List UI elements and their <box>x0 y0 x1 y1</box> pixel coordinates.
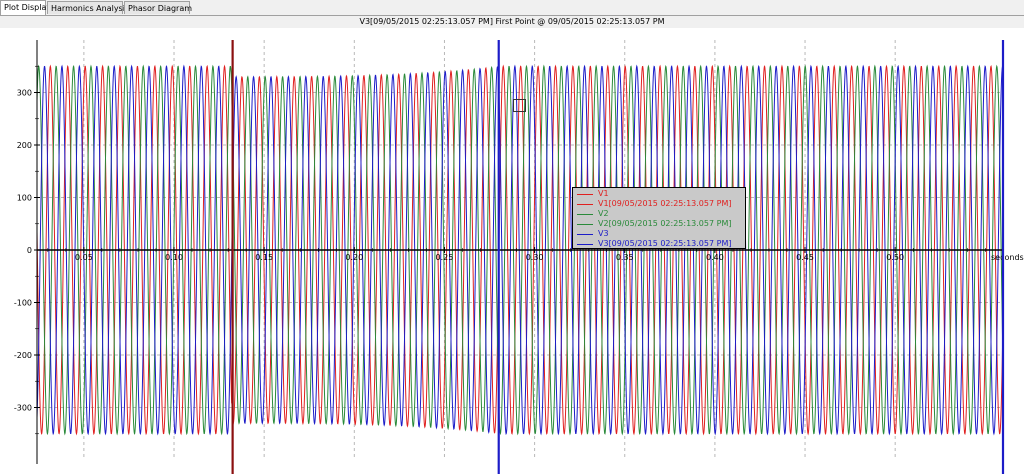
legend-item-v2: V2 <box>573 209 745 219</box>
x-tick-label: 0.30 <box>526 253 544 262</box>
x-tick-label: 0.40 <box>706 253 724 262</box>
tab-bar: Plot Display Harmonics Analysis Phasor D… <box>0 0 1024 16</box>
legend-swatch-v1 <box>577 194 593 195</box>
tab-plot-display[interactable]: Plot Display <box>0 0 51 15</box>
x-tick-label: 0.05 <box>75 253 93 262</box>
y-tick-label: 200 <box>17 141 32 150</box>
legend-item-v1: V1 <box>573 189 745 199</box>
x-tick-label: 0.15 <box>255 253 273 262</box>
y-tick-label: 300 <box>17 89 32 98</box>
x-tick-label: 0.50 <box>886 253 904 262</box>
legend-swatch-v1-timestamp <box>577 204 593 205</box>
legend-label: V2 <box>598 209 609 218</box>
x-tick-label: 0.45 <box>796 253 814 262</box>
legend-label: V1[09/05/2015 02:25:13.057 PM] <box>598 199 732 208</box>
y-tick-label: 100 <box>17 194 32 203</box>
legend[interactable]: V1 V1[09/05/2015 02:25:13.057 PM] V2 V2[… <box>572 187 746 249</box>
legend-swatch-v3 <box>577 234 593 235</box>
x-tick-label: 0.35 <box>616 253 634 262</box>
tab-phasor-diagram[interactable]: Phasor Diagram <box>124 1 192 14</box>
legend-label: V3 <box>598 229 609 238</box>
legend-label: V2[09/05/2015 02:25:13.057 PM] <box>598 219 732 228</box>
legend-item-v3-timestamp: V3[09/05/2015 02:25:13.057 PM] <box>573 239 745 249</box>
legend-swatch-v3-timestamp <box>577 244 593 245</box>
plot-area[interactable]: -300 -200 -100 0 100 200 300 0.05 0.10 0.15 0.20 0.… <box>0 28 1024 474</box>
zoom-box-marker[interactable] <box>513 99 526 112</box>
x-tick-label: 0.10 <box>165 253 183 262</box>
series-v3-line <box>36 64 1004 436</box>
x-tick-label: 0.20 <box>345 253 363 262</box>
legend-item-v3: V3 <box>573 229 745 239</box>
y-tick-label: 0 <box>27 246 32 255</box>
x-axis-label: seconds <box>991 253 1024 262</box>
legend-item-v1-timestamp: V1[09/05/2015 02:25:13.057 PM] <box>573 199 745 209</box>
y-tick-label: -300 <box>14 404 32 413</box>
x-tick-label: 0.25 <box>436 253 454 262</box>
plot-title: V3[09/05/2015 02:25:13.057 PM] First Poi… <box>359 17 665 26</box>
waveform-chart[interactable]: -300 -200 -100 0 100 200 300 0.05 0.10 0.15 0.20 0.… <box>0 28 1024 474</box>
legend-item-v2-timestamp: V2[09/05/2015 02:25:13.057 PM] <box>573 219 745 229</box>
legend-label: V3[09/05/2015 02:25:13.057 PM] <box>598 239 732 248</box>
y-tick-label: -100 <box>14 299 32 308</box>
tab-harmonics-analysis[interactable]: Harmonics Analysis <box>47 1 129 14</box>
series-v1-line <box>36 64 1004 436</box>
y-tick-label: -200 <box>14 351 32 360</box>
legend-swatch-v2-timestamp <box>577 224 593 225</box>
legend-swatch-v2 <box>577 214 593 215</box>
series-v2-line <box>36 64 1004 436</box>
legend-label: V1 <box>598 189 609 198</box>
